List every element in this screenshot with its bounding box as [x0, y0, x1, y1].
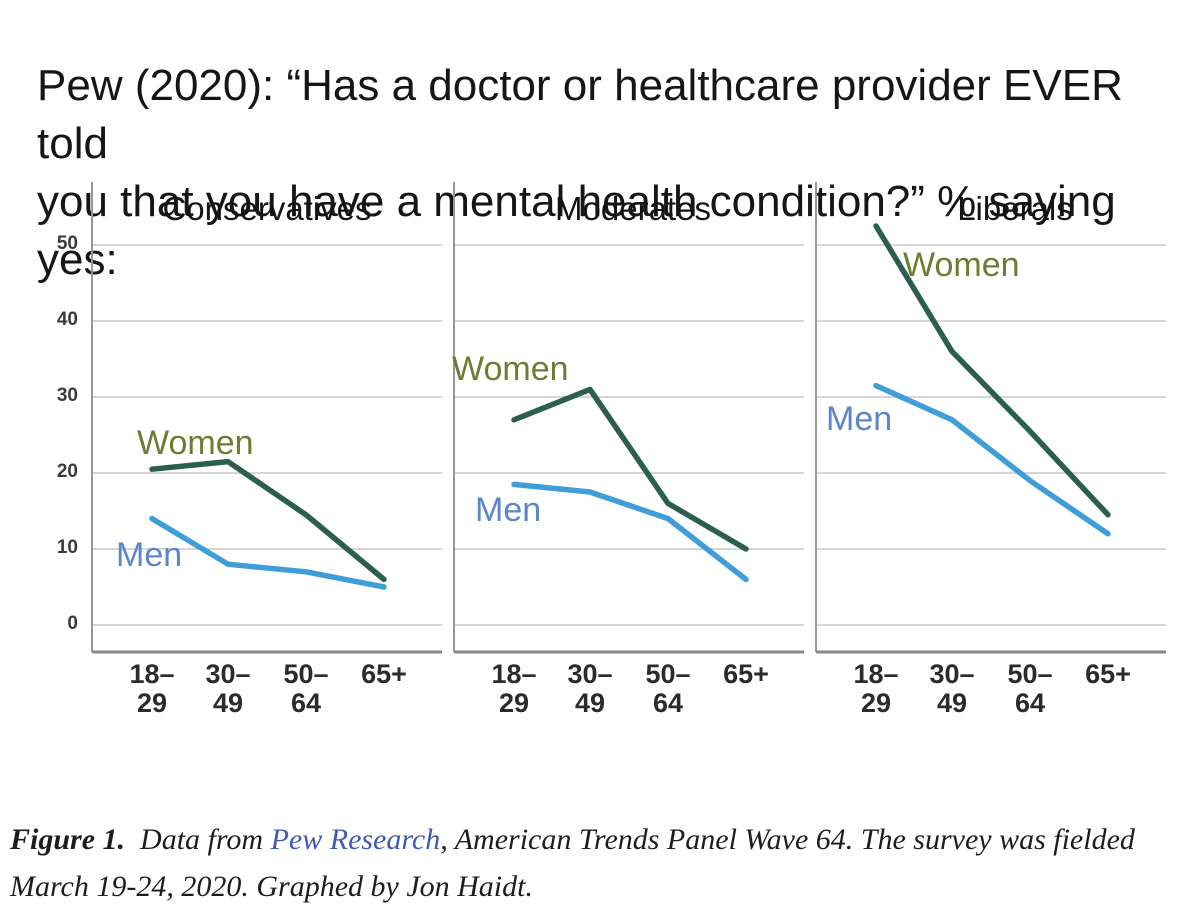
pew-research-link[interactable]: Pew Research: [270, 823, 441, 856]
series-label-men: Men: [475, 491, 542, 529]
figure-caption: Figure 1. Data from Pew Research, Americ…: [10, 816, 1188, 910]
y-tick-label: 50: [56, 233, 78, 254]
x-tick-label: 65+: [361, 659, 407, 689]
caption-pre-link: Data from: [125, 823, 271, 856]
panel-title-liberals: Liberals: [957, 190, 1073, 227]
y-tick-label: 30: [56, 385, 78, 406]
x-tick-label: 65+: [723, 659, 769, 689]
y-tick-label: 40: [56, 309, 78, 330]
x-tick-label: 30– 49: [205, 659, 251, 718]
series-label-women: Women: [903, 246, 1020, 284]
panel-title-conservatives: Conservatives: [162, 190, 372, 227]
series-label-women: Women: [137, 424, 254, 462]
x-tick-label: 30– 49: [929, 659, 975, 718]
x-tick-label: 50– 64: [1007, 659, 1053, 718]
series-label-women: Women: [452, 350, 569, 388]
page-title-line1: Pew (2020): “Has a doctor or healthcare …: [37, 61, 1123, 169]
series-label-men: Men: [116, 536, 183, 574]
series-line-men: [873, 382, 1111, 537]
page-title: Pew (2020): “Has a doctor or healthcare …: [37, 57, 1187, 289]
series-line-men: [149, 515, 387, 590]
y-tick-label: 10: [56, 537, 78, 558]
series-line-men: [511, 481, 749, 583]
series-line-women: [511, 386, 749, 552]
y-tick-label: 0: [67, 613, 78, 634]
panel-title-moderates: Moderates: [555, 190, 711, 227]
x-tick-label: 50– 64: [645, 659, 691, 718]
x-tick-label: 18– 29: [129, 659, 175, 718]
x-tick-label: 50– 64: [283, 659, 329, 718]
x-tick-label: 65+: [1085, 659, 1131, 689]
x-tick-label: 18– 29: [853, 659, 899, 718]
y-tick-label: 20: [56, 461, 78, 482]
x-tick-label: 30– 49: [567, 659, 613, 718]
figure-label: Figure 1.: [10, 823, 126, 856]
page-title-line2: you that you have a mental health condit…: [37, 177, 1116, 285]
series-label-men: Men: [826, 400, 893, 438]
series-line-women: [149, 458, 387, 583]
caption-post-link: , American Trends Panel Wave 64. The sur…: [10, 823, 1135, 903]
x-tick-label: 18– 29: [491, 659, 537, 718]
